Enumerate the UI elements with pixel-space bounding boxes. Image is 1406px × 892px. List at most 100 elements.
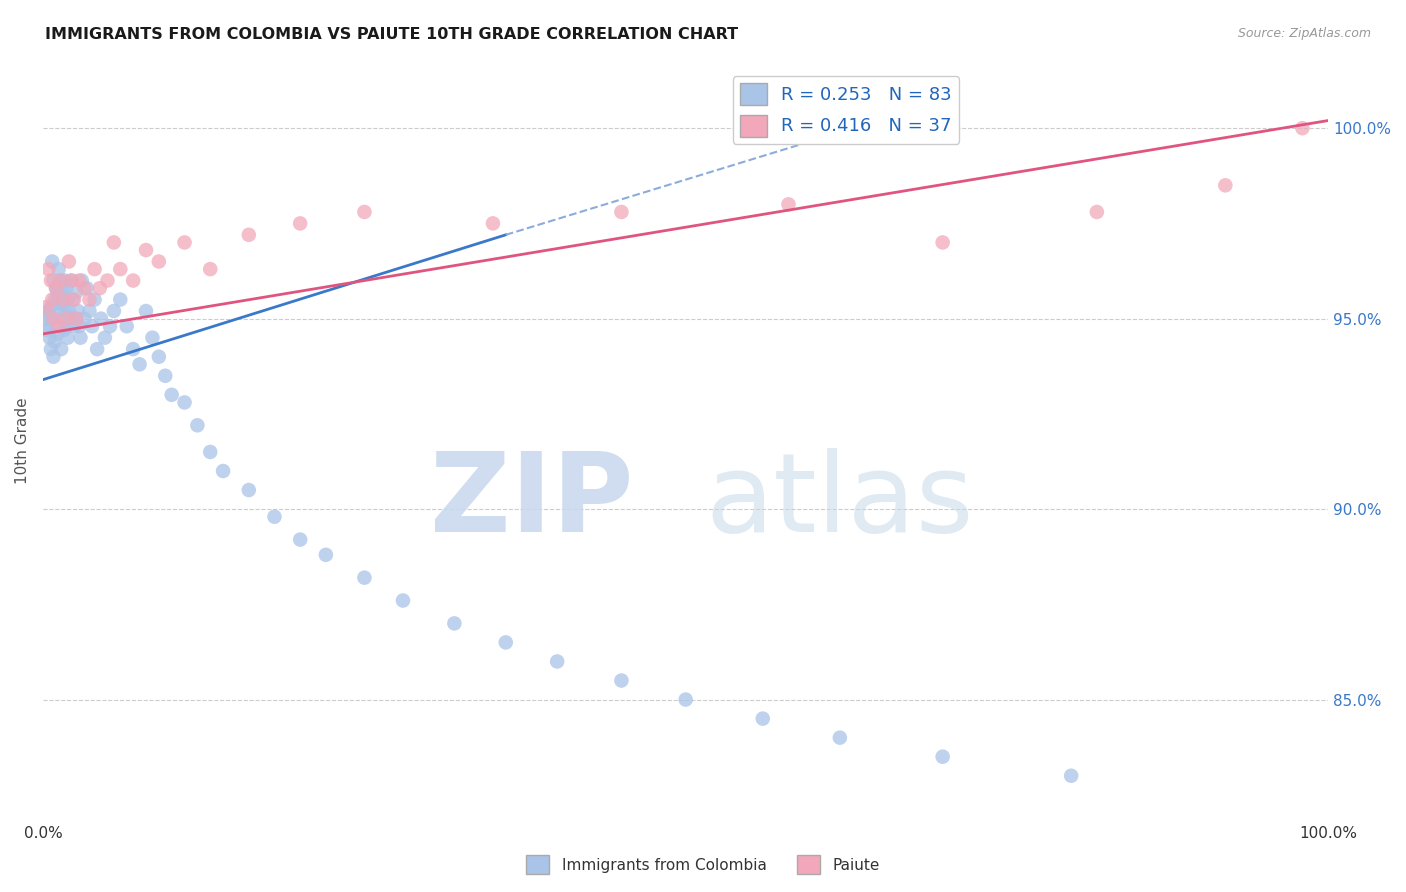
Point bbox=[42, 311, 65, 326]
Point bbox=[778, 197, 800, 211]
Point bbox=[39, 342, 62, 356]
Point bbox=[34, 311, 56, 326]
Point bbox=[290, 533, 312, 547]
Point bbox=[51, 274, 73, 288]
Point bbox=[45, 281, 67, 295]
Point bbox=[1215, 178, 1237, 193]
Point bbox=[200, 262, 222, 277]
Point bbox=[55, 281, 77, 295]
Point bbox=[62, 293, 84, 307]
Legend: Immigrants from Colombia, Paiute: Immigrants from Colombia, Paiute bbox=[520, 849, 886, 880]
Point bbox=[48, 262, 70, 277]
Point bbox=[56, 331, 79, 345]
Point bbox=[58, 254, 80, 268]
Point bbox=[103, 304, 125, 318]
Point bbox=[90, 311, 112, 326]
Point bbox=[58, 304, 80, 318]
Point bbox=[353, 571, 375, 585]
Point bbox=[173, 235, 195, 250]
Point bbox=[315, 548, 337, 562]
Point bbox=[42, 350, 65, 364]
Text: Source: ZipAtlas.com: Source: ZipAtlas.com bbox=[1237, 27, 1371, 40]
Point bbox=[110, 293, 132, 307]
Text: ZIP: ZIP bbox=[430, 448, 633, 555]
Point bbox=[52, 293, 75, 307]
Point bbox=[495, 635, 517, 649]
Point bbox=[200, 445, 222, 459]
Point bbox=[79, 293, 101, 307]
Point bbox=[60, 274, 83, 288]
Point bbox=[73, 311, 96, 326]
Point bbox=[53, 304, 76, 318]
Point bbox=[55, 311, 77, 326]
Point bbox=[49, 274, 72, 288]
Point bbox=[80, 319, 103, 334]
Point bbox=[73, 281, 96, 295]
Point bbox=[238, 483, 260, 497]
Point bbox=[122, 274, 145, 288]
Point bbox=[51, 304, 73, 318]
Point bbox=[115, 319, 138, 334]
Point bbox=[122, 342, 145, 356]
Point bbox=[37, 304, 59, 318]
Point bbox=[65, 311, 87, 326]
Point bbox=[135, 243, 157, 257]
Legend: R = 0.253   N = 83, R = 0.416   N = 37: R = 0.253 N = 83, R = 0.416 N = 37 bbox=[733, 76, 959, 144]
Point bbox=[41, 311, 63, 326]
Point bbox=[44, 293, 66, 307]
Point bbox=[63, 319, 86, 334]
Point bbox=[290, 216, 312, 230]
Point bbox=[98, 319, 121, 334]
Point bbox=[482, 216, 505, 230]
Point bbox=[610, 673, 633, 688]
Point bbox=[128, 357, 150, 371]
Point bbox=[39, 300, 62, 314]
Point bbox=[39, 274, 62, 288]
Point bbox=[38, 331, 60, 345]
Text: IMMIGRANTS FROM COLOMBIA VS PAIUTE 10TH GRADE CORRELATION CHART: IMMIGRANTS FROM COLOMBIA VS PAIUTE 10TH … bbox=[45, 27, 738, 42]
Point bbox=[35, 323, 58, 337]
Point bbox=[45, 319, 67, 334]
Point bbox=[52, 323, 75, 337]
Point bbox=[35, 300, 58, 314]
Point bbox=[38, 308, 60, 322]
Point bbox=[1060, 769, 1083, 783]
Point bbox=[46, 285, 69, 299]
Point bbox=[35, 319, 58, 334]
Point bbox=[238, 227, 260, 242]
Point bbox=[49, 296, 72, 310]
Point bbox=[83, 293, 105, 307]
Point bbox=[51, 342, 73, 356]
Point bbox=[76, 281, 98, 295]
Point bbox=[48, 319, 70, 334]
Point bbox=[89, 281, 111, 295]
Point bbox=[135, 304, 157, 318]
Point bbox=[610, 205, 633, 219]
Point bbox=[828, 731, 851, 745]
Point bbox=[46, 326, 69, 341]
Point bbox=[86, 342, 108, 356]
Point bbox=[59, 311, 82, 326]
Point bbox=[752, 712, 775, 726]
Y-axis label: 10th Grade: 10th Grade bbox=[15, 397, 30, 483]
Point bbox=[51, 281, 73, 295]
Point bbox=[155, 368, 177, 383]
Point bbox=[110, 262, 132, 277]
Point bbox=[392, 593, 415, 607]
Text: atlas: atlas bbox=[706, 448, 974, 555]
Point bbox=[67, 319, 90, 334]
Point bbox=[45, 281, 67, 295]
Point bbox=[675, 692, 697, 706]
Point bbox=[160, 388, 183, 402]
Point bbox=[186, 418, 208, 433]
Point bbox=[52, 289, 75, 303]
Point bbox=[931, 235, 953, 250]
Point bbox=[931, 749, 953, 764]
Point bbox=[1291, 121, 1313, 136]
Point bbox=[66, 304, 89, 318]
Point bbox=[353, 205, 375, 219]
Point bbox=[44, 334, 66, 349]
Point bbox=[173, 395, 195, 409]
Point bbox=[53, 274, 76, 288]
Point bbox=[60, 274, 83, 288]
